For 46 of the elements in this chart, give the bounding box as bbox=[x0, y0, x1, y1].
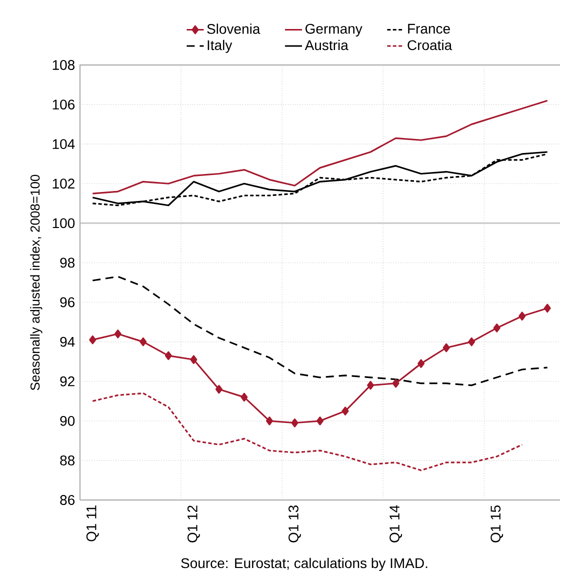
legend-label: Germany bbox=[306, 24, 362, 36]
point bbox=[190, 355, 198, 364]
x-tick-label: Q1 15 bbox=[490, 505, 504, 542]
y-tick-label: 86 bbox=[60, 495, 75, 505]
x-tick-label: Q1 11 bbox=[86, 506, 99, 542]
y-tick-label: 88 bbox=[60, 455, 75, 466]
point bbox=[493, 324, 500, 332]
legend-label: France bbox=[408, 24, 450, 34]
point bbox=[215, 384, 222, 394]
source-note: Source: Eurostat; calculations by IMAD. bbox=[181, 558, 428, 571]
legend-label: Austria bbox=[304, 40, 348, 50]
y-tick-label: 96 bbox=[60, 297, 75, 308]
x-tick-label: Q1 13 bbox=[288, 505, 301, 542]
point bbox=[442, 343, 450, 352]
point bbox=[518, 312, 526, 321]
point bbox=[164, 351, 172, 360]
point bbox=[266, 416, 273, 426]
y-tick-label: 100 bbox=[52, 218, 75, 228]
point bbox=[316, 416, 324, 426]
point bbox=[140, 337, 147, 346]
point bbox=[114, 330, 122, 338]
y-tick-label: 102 bbox=[52, 178, 74, 189]
x-tick-label: Q1 12 bbox=[187, 506, 200, 542]
point bbox=[392, 378, 400, 388]
y-tick-label: 92 bbox=[60, 376, 74, 386]
point bbox=[240, 392, 248, 402]
y-tick-label: 106 bbox=[52, 100, 75, 110]
point bbox=[418, 359, 425, 368]
y-tick-label: 90 bbox=[60, 416, 75, 426]
x-tick-label: Q1 14 bbox=[390, 505, 402, 542]
line-series bbox=[92, 276, 548, 386]
y-tick-label: 108 bbox=[52, 60, 75, 70]
point bbox=[468, 337, 476, 346]
legend-label: Croatia bbox=[408, 40, 452, 50]
point bbox=[291, 418, 298, 428]
legend-label: Italy bbox=[208, 40, 232, 53]
y-tick-label: 94 bbox=[60, 336, 75, 347]
y-axis-title: Seasonally adjusted index, 2008=100 bbox=[30, 174, 42, 390]
point bbox=[367, 380, 374, 390]
legend-label: Slovenia bbox=[207, 24, 260, 34]
point bbox=[89, 335, 96, 344]
line-series bbox=[92, 392, 523, 472]
point bbox=[544, 304, 551, 313]
y-tick-label: 104 bbox=[52, 139, 75, 150]
point bbox=[342, 406, 349, 416]
y-tick-label: 98 bbox=[60, 258, 75, 268]
